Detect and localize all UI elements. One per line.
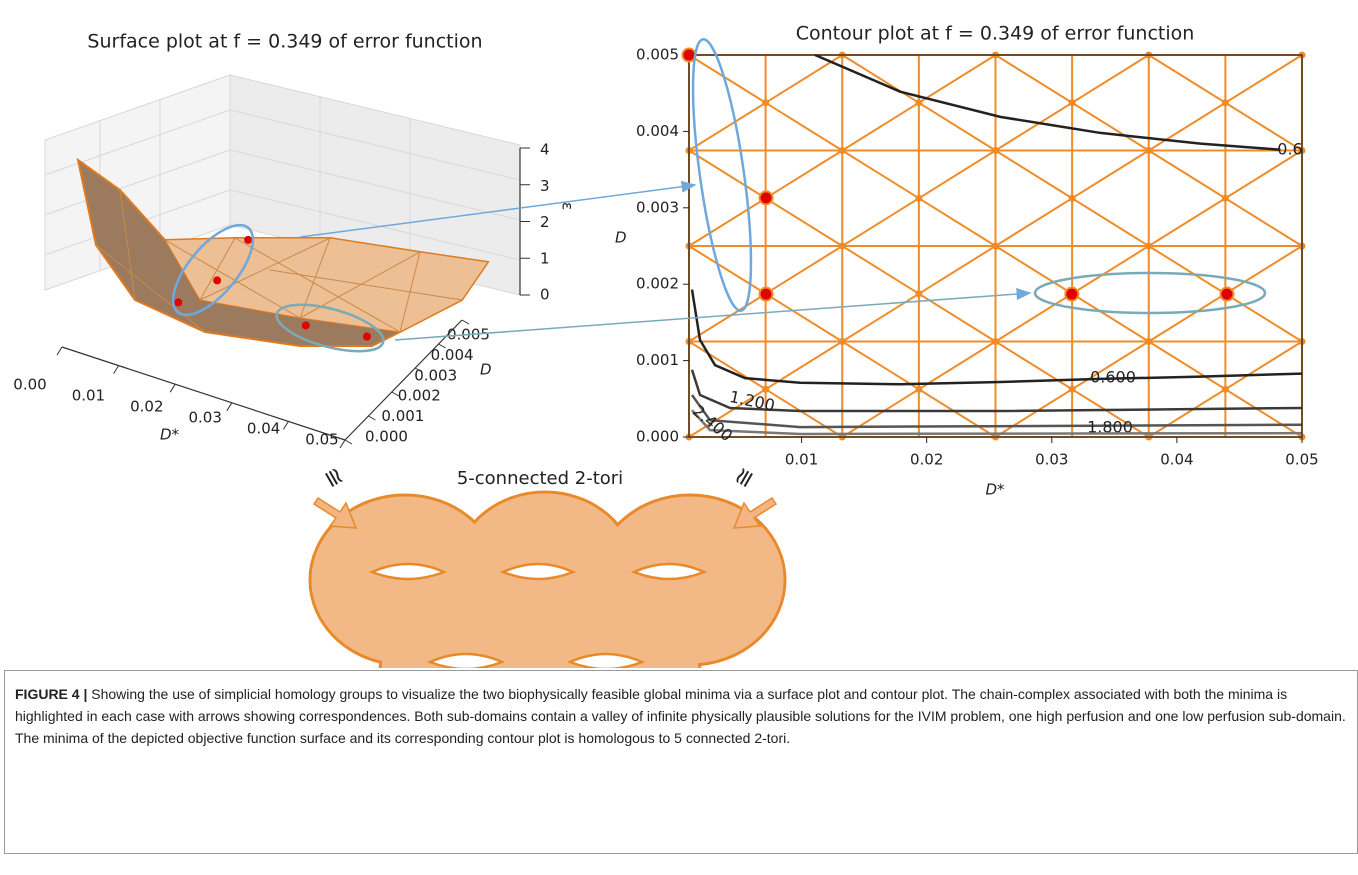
mesh-vertex [839,243,846,250]
mesh-vertex [915,290,922,297]
y-tick [462,320,469,324]
minimum-point [363,333,371,341]
z-tick-label: 1 [540,249,550,267]
contour-plot: Contour plot at f = 0.349 of error funct… [615,23,1319,499]
contour-line [815,55,1280,150]
x-tick-label: 0.02 [910,451,943,469]
y-tick-label: 0.003 [636,198,679,216]
caption-text: Showing the use of simplicial homology g… [15,686,1346,746]
chart-title: Surface plot at f = 0.349 of error funct… [87,31,482,53]
x-tick-label: 0.02 [130,398,163,416]
minimum-point [760,191,773,204]
x-tick-label: 0.03 [188,409,221,427]
y-axis-label: D [615,229,627,247]
y-tick [368,416,375,420]
x-tick [57,347,62,355]
mesh-vertex [1069,99,1076,106]
mesh-vertex [1145,147,1152,154]
x-tick [114,366,119,374]
diagram-label: 5-connected 2-tori [457,468,623,489]
minimum-point [244,236,252,244]
x-tick-label: 0.05 [305,431,338,449]
mesh-vertex [1222,99,1229,106]
x-tick [170,384,175,392]
mesh-vertex [839,147,846,154]
tori-diagram: 5-connected 2-tori ≅ ≅ [310,462,785,668]
minimum-point [302,321,310,329]
mesh-vertex [915,99,922,106]
x-tick-label: 0.00 [13,376,46,394]
mesh-vertex [992,338,999,345]
mesh-vertex [839,338,846,345]
x-tick [340,440,345,448]
z-tick-label: 3 [540,177,550,195]
y-tick [345,440,352,444]
y-tick-label: 0.004 [431,346,474,364]
y-tick-label: 0.005 [636,46,679,64]
page: {"chart_data": [ {"type": "surface3d", "… [0,0,1358,875]
x-tick-label: 0.01 [72,387,105,405]
mesh-vertex [992,243,999,250]
mesh-vertex [992,147,999,154]
contour-label: 0.600 [1090,368,1136,387]
equivalence-symbol: ≅ [727,462,761,493]
mesh-vertex [762,99,769,106]
z-tick-label: 2 [540,213,550,231]
minimum-point [1220,288,1233,301]
mesh-vertex [1222,195,1229,202]
minimum-point [174,298,182,306]
y-tick-label: 0.004 [636,122,679,140]
x-axis-label: D* [160,426,180,444]
caption-label: FIGURE 4 | [15,686,87,702]
x-tick [227,403,232,411]
mesh-vertex [1145,243,1152,250]
x-axis-label: D* [985,481,1005,499]
contour-label: 0.6 [1277,140,1302,159]
z-tick-label: 4 [540,141,550,159]
mesh-vertex [762,386,769,393]
y-axis-label: D [480,361,492,379]
x-tick-label: 0.04 [1160,451,1193,469]
contour-line [692,410,1302,434]
y-tick-label: 0.002 [636,275,679,293]
minimum-point [760,288,773,301]
mesh-vertex [915,195,922,202]
mesh-vertex [1145,338,1152,345]
mesh-vertex [915,386,922,393]
figure: Surface plot at f = 0.349 of error funct… [0,0,1358,668]
y-tick-label: 0.001 [636,351,679,369]
minimum-point [213,276,221,284]
x-tick-label: 0.04 [247,420,280,438]
y-tick-label: 0.000 [636,428,679,446]
x-tick-label: 0.03 [1035,451,1068,469]
y-tick-label: 0.000 [365,428,408,446]
mesh-vertex [1069,195,1076,202]
mesh-vertex [1069,386,1076,393]
caption: FIGURE 4 | Showing the use of simplicial… [4,670,1358,854]
equivalence-symbol: ≅ [317,462,351,493]
mesh-vertex [1222,386,1229,393]
y-tick-label: 0.003 [414,366,457,384]
y-tick-label: 0.001 [381,407,424,425]
minimum-point [1065,288,1078,301]
y-tick-label: 0.002 [398,387,441,405]
chart-title: Contour plot at f = 0.349 of error funct… [796,23,1195,45]
x-tick-label: 0.05 [1285,451,1318,469]
x-tick-label: 0.01 [785,451,818,469]
x-tick [283,421,288,429]
z-tick-label: 0 [540,286,550,304]
